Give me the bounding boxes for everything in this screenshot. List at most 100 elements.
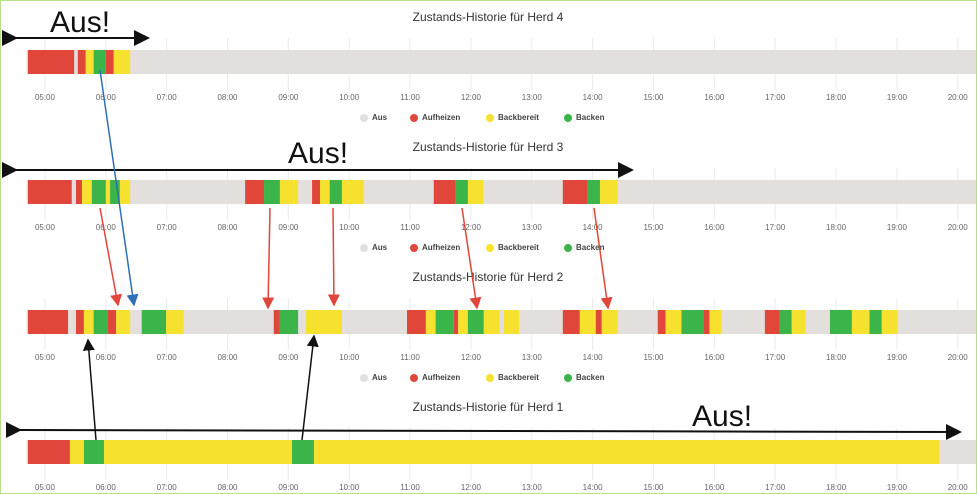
state-segment bbox=[27, 440, 70, 464]
x-tick-label: 11:00 bbox=[400, 353, 420, 362]
state-segment bbox=[107, 310, 117, 334]
state-segment bbox=[435, 310, 454, 334]
legend-label: Aus bbox=[372, 373, 388, 382]
x-tick-label: 19:00 bbox=[887, 483, 908, 492]
state-segment bbox=[458, 310, 468, 334]
x-tick-label: 20:00 bbox=[948, 93, 969, 102]
x-tick-label: 06:00 bbox=[96, 93, 117, 102]
state-segment bbox=[483, 310, 500, 334]
x-tick-label: 20:00 bbox=[948, 353, 969, 362]
legend-swatch bbox=[410, 244, 418, 252]
x-tick-label: 15:00 bbox=[643, 353, 664, 362]
x-tick-label: 07:00 bbox=[157, 223, 178, 232]
arrow bbox=[82, 338, 97, 441]
state-segment bbox=[313, 440, 940, 464]
x-tick-label: 19:00 bbox=[887, 93, 908, 102]
x-tick-label: 06:00 bbox=[96, 483, 117, 492]
legend-swatch bbox=[564, 374, 572, 382]
legend-label: Backbereit bbox=[498, 243, 539, 252]
state-segment bbox=[562, 310, 580, 334]
arrow bbox=[99, 207, 122, 307]
state-segment bbox=[851, 310, 870, 334]
x-tick-label: 05:00 bbox=[35, 223, 56, 232]
annotation: Aus! bbox=[288, 137, 348, 170]
state-segment bbox=[166, 310, 184, 334]
state-segment bbox=[85, 50, 94, 74]
x-tick-label: 20:00 bbox=[948, 483, 969, 492]
legend-swatch bbox=[486, 374, 494, 382]
legend-swatch bbox=[564, 114, 572, 122]
x-tick-label: 17:00 bbox=[765, 93, 786, 102]
x-tick-label: 09:00 bbox=[278, 223, 299, 232]
annotations: Aus! Aus! Aus! bbox=[2, 6, 962, 441]
charts: Zustands-Historie für Herd 4 05:00 06:00 07… bbox=[26, 10, 976, 492]
legend-swatch bbox=[410, 374, 418, 382]
chart-title: Zustands-Historie für Herd 3 bbox=[413, 140, 564, 154]
state-segment bbox=[312, 180, 321, 204]
state-segment bbox=[657, 310, 666, 334]
x-tick-label: 16:00 bbox=[704, 223, 725, 232]
state-segment bbox=[779, 310, 792, 334]
x-tick-label: 19:00 bbox=[887, 353, 908, 362]
x-tick-label: 10:00 bbox=[339, 93, 360, 102]
arrow bbox=[301, 334, 319, 441]
legend-swatch bbox=[360, 374, 368, 382]
legend-swatch bbox=[360, 244, 368, 252]
state-segment bbox=[105, 180, 111, 204]
x-tick-label: 15:00 bbox=[643, 93, 664, 102]
legend-label: Aufheizen bbox=[422, 113, 460, 122]
legend-label: Backbereit bbox=[498, 373, 539, 382]
state-segment bbox=[467, 310, 484, 334]
state-segment bbox=[110, 180, 120, 204]
state-segment bbox=[93, 50, 106, 74]
legend-label: Aus bbox=[372, 243, 388, 252]
x-tick-label: 08:00 bbox=[217, 483, 238, 492]
legend-swatch bbox=[360, 114, 368, 122]
track bbox=[26, 50, 976, 74]
state-segment bbox=[292, 440, 314, 464]
chart-title: Zustands-Historie für Herd 2 bbox=[413, 270, 564, 284]
x-tick-label: 12:00 bbox=[461, 483, 482, 492]
x-tick-label: 13:00 bbox=[522, 223, 543, 232]
state-segment bbox=[27, 310, 69, 334]
x-tick-label: 15:00 bbox=[643, 483, 664, 492]
state-segment bbox=[601, 310, 618, 334]
x-tick-label: 07:00 bbox=[157, 93, 178, 102]
x-tick-label: 09:00 bbox=[278, 353, 299, 362]
state-segment bbox=[27, 50, 75, 74]
state-segment bbox=[103, 440, 293, 464]
arrow bbox=[5, 421, 962, 440]
state-segment bbox=[306, 310, 342, 334]
state-segment bbox=[116, 310, 131, 334]
x-tick-label: 13:00 bbox=[522, 93, 543, 102]
state-segment bbox=[407, 310, 426, 334]
legend-label: Aufheizen bbox=[422, 243, 460, 252]
x-tick-label: 15:00 bbox=[643, 223, 664, 232]
state-segment bbox=[425, 310, 436, 334]
state-segment bbox=[829, 310, 852, 334]
state-segment bbox=[77, 50, 86, 74]
x-tick-label: 07:00 bbox=[157, 483, 178, 492]
arrow bbox=[593, 207, 613, 310]
state-segment bbox=[703, 310, 710, 334]
annotation: Aus! bbox=[692, 400, 752, 433]
state-segment bbox=[320, 180, 330, 204]
state-segment bbox=[329, 180, 342, 204]
state-segment bbox=[141, 310, 167, 334]
state-segment bbox=[433, 180, 456, 204]
annotation: Aus! bbox=[50, 6, 110, 39]
state-segment bbox=[113, 50, 131, 74]
state-segment bbox=[869, 310, 882, 334]
track bbox=[26, 310, 976, 334]
legend-label: Aus bbox=[372, 113, 388, 122]
chart-title: Zustands-Historie für Herd 1 bbox=[413, 400, 564, 414]
x-tick-label: 17:00 bbox=[765, 223, 786, 232]
state-segment bbox=[273, 310, 280, 334]
x-tick-label: 20:00 bbox=[948, 223, 969, 232]
x-tick-label: 05:00 bbox=[35, 93, 56, 102]
chart-title: Zustands-Historie für Herd 4 bbox=[413, 10, 564, 24]
state-segment bbox=[69, 440, 84, 464]
state-segment bbox=[83, 440, 104, 464]
state-segment bbox=[599, 180, 618, 204]
x-tick-label: 08:00 bbox=[217, 93, 238, 102]
